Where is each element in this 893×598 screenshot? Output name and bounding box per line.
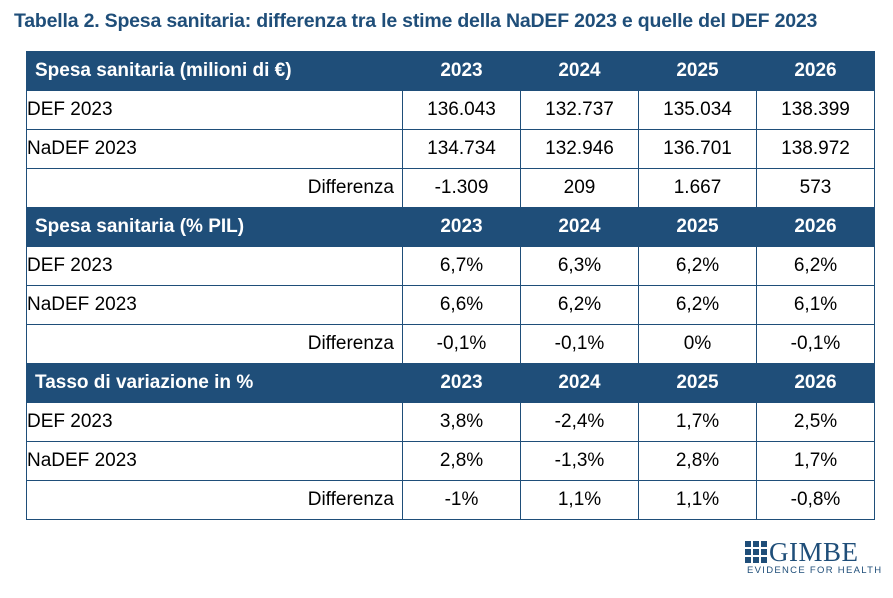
cell-value: 6,7% (402, 246, 521, 286)
cell-value: 2,8% (402, 441, 521, 481)
section-header-row: Spesa sanitaria (% PIL) 2023 2024 2025 2… (26, 207, 875, 247)
cell-value: -0,1% (520, 324, 639, 364)
cell-value: 132.737 (520, 90, 639, 130)
cell-value: -1.309 (402, 168, 521, 208)
cell-value: 2,8% (638, 441, 757, 481)
table-row: NaDEF 2023 6,6% 6,2% 6,2% 6,1% (26, 285, 875, 325)
row-label: NaDEF 2023 (26, 129, 403, 169)
table-row: Differenza -1.309 209 1.667 573 (26, 168, 875, 208)
year-header: 2024 (520, 207, 639, 247)
health-spending-table: Spesa sanitaria (milioni di €) 2023 2024… (26, 51, 875, 520)
cell-value: 1.667 (638, 168, 757, 208)
table-row: NaDEF 2023 134.734 132.946 136.701 138.9… (26, 129, 875, 169)
table-row: Differenza -1% 1,1% 1,1% -0,8% (26, 480, 875, 520)
section-header-row: Spesa sanitaria (milioni di €) 2023 2024… (26, 51, 875, 91)
table-row: NaDEF 2023 2,8% -1,3% 2,8% 1,7% (26, 441, 875, 481)
table-row: DEF 2023 3,8% -2,4% 1,7% 2,5% (26, 402, 875, 442)
year-header: 2023 (402, 363, 521, 403)
cell-value: 6,2% (638, 285, 757, 325)
cell-value: 1,1% (638, 480, 757, 520)
year-header: 2025 (638, 207, 757, 247)
cell-value: -1,3% (520, 441, 639, 481)
row-label: Differenza (26, 324, 403, 364)
year-header: 2024 (520, 51, 639, 91)
cell-value: 6,6% (402, 285, 521, 325)
year-header: 2025 (638, 363, 757, 403)
year-header: 2025 (638, 51, 757, 91)
cell-value: 1,1% (520, 480, 639, 520)
logo-wordmark: GIMBE (769, 537, 859, 567)
section-header-label: Tasso di variazione in % (26, 363, 403, 403)
cell-value: 3,8% (402, 402, 521, 442)
year-header: 2026 (756, 363, 875, 403)
year-header: 2024 (520, 363, 639, 403)
year-header: 2026 (756, 51, 875, 91)
cell-value: -0,1% (402, 324, 521, 364)
cell-value: 138.972 (756, 129, 875, 169)
cell-value: 1,7% (638, 402, 757, 442)
cell-value: -2,4% (520, 402, 639, 442)
cell-value: 2,5% (756, 402, 875, 442)
cell-value: 6,3% (520, 246, 639, 286)
cell-value: -1% (402, 480, 521, 520)
cell-value: 135.034 (638, 90, 757, 130)
row-label: Differenza (26, 168, 403, 208)
cell-value: 6,2% (520, 285, 639, 325)
cell-value: 132.946 (520, 129, 639, 169)
cell-value: 6,2% (756, 246, 875, 286)
section-header-label: Spesa sanitaria (milioni di €) (26, 51, 403, 91)
gimbe-logo-icon (745, 541, 767, 563)
cell-value: 136.043 (402, 90, 521, 130)
table-row: DEF 2023 6,7% 6,3% 6,2% 6,2% (26, 246, 875, 286)
cell-value: 136.701 (638, 129, 757, 169)
cell-value: 134.734 (402, 129, 521, 169)
row-label: NaDEF 2023 (26, 441, 403, 481)
table-row: DEF 2023 136.043 132.737 135.034 138.399 (26, 90, 875, 130)
cell-value: -0,1% (756, 324, 875, 364)
row-label: Differenza (26, 480, 403, 520)
section-header-label: Spesa sanitaria (% PIL) (26, 207, 403, 247)
cell-value: 138.399 (756, 90, 875, 130)
year-header: 2023 (402, 207, 521, 247)
cell-value: -0,8% (756, 480, 875, 520)
table-title: Tabella 2. Spesa sanitaria: differenza t… (14, 10, 818, 32)
year-header: 2026 (756, 207, 875, 247)
row-label: NaDEF 2023 (26, 285, 403, 325)
cell-value: 6,2% (638, 246, 757, 286)
table-row: Differenza -0,1% -0,1% 0% -0,1% (26, 324, 875, 364)
section-header-row: Tasso di variazione in % 2023 2024 2025 … (26, 363, 875, 403)
cell-value: 6,1% (756, 285, 875, 325)
year-header: 2023 (402, 51, 521, 91)
cell-value: 0% (638, 324, 757, 364)
row-label: DEF 2023 (26, 402, 403, 442)
row-label: DEF 2023 (26, 90, 403, 130)
gimbe-logo: GIMBE EVIDENCE FOR HEALTH (745, 537, 881, 579)
cell-value: 573 (756, 168, 875, 208)
cell-value: 209 (520, 168, 639, 208)
logo-tagline: EVIDENCE FOR HEALTH (747, 565, 883, 576)
row-label: DEF 2023 (26, 246, 403, 286)
cell-value: 1,7% (756, 441, 875, 481)
